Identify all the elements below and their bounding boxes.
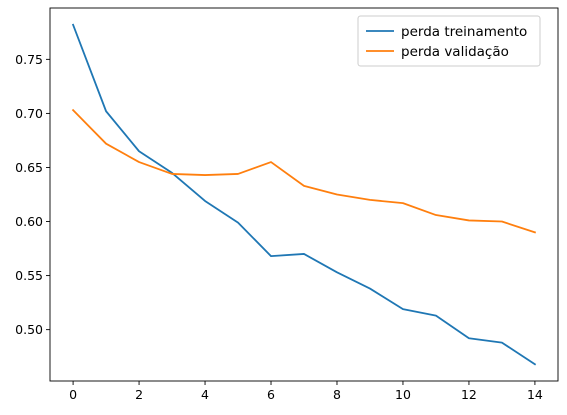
y-tick-label: 0.60 [15,214,43,229]
x-axis: 0 2 4 6 8 10 12 14 [69,381,543,402]
x-tick-label: 0 [69,387,77,402]
x-tick-label: 12 [461,387,477,402]
y-axis: 0.50 0.55 0.60 0.65 0.70 0.75 [15,52,50,337]
plot-frame [49,7,559,382]
legend-box [357,15,541,67]
legend: perda treinamento perda validação [357,15,541,67]
x-tick-label: 8 [333,387,341,402]
x-tick-label: 14 [527,387,543,402]
plot-area [49,7,559,382]
x-tick-label: 6 [267,387,275,402]
series-line-0 [71,23,537,366]
y-tick-label: 0.55 [15,268,43,283]
y-tick-label: 0.65 [15,160,43,175]
y-tick-label: 0.75 [15,52,43,67]
y-tick-label: 0.50 [15,322,43,337]
x-tick-label: 10 [395,387,411,402]
x-tick-label: 4 [201,387,209,402]
y-tick-label: 0.70 [15,106,43,121]
legend-label-0: perda treinamento [401,24,527,40]
series-line-1 [71,108,537,234]
legend-label-1: perda validação [401,44,509,60]
x-tick-label: 2 [135,387,143,402]
